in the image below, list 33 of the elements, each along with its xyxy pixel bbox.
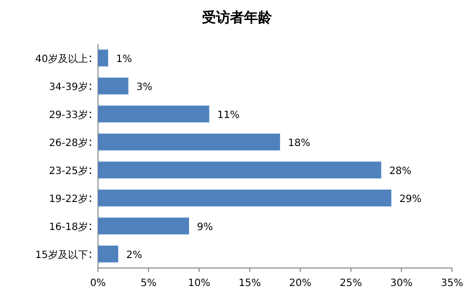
bar — [98, 246, 118, 262]
y-tick-label: 34-39岁 — [48, 81, 88, 93]
y-tick-label: 23-25岁 — [48, 165, 88, 177]
y-tick-label: 29-33岁 — [48, 109, 88, 121]
data-label: 29% — [399, 194, 422, 205]
bar — [98, 78, 128, 94]
bar — [98, 106, 210, 122]
x-tick-label: 25% — [340, 278, 362, 289]
data-label: 1% — [116, 54, 132, 65]
x-tick-label: 10% — [188, 278, 210, 289]
bar — [98, 218, 190, 234]
y-tick-label: 40岁及以上 — [35, 53, 88, 65]
data-label: 18% — [288, 138, 310, 149]
bar — [98, 50, 108, 66]
x-tick-label: 35% — [440, 278, 464, 289]
x-tick-label: 20% — [289, 278, 312, 289]
bar — [98, 162, 382, 178]
y-tick-label: 15岁及以下 — [35, 249, 88, 261]
x-tick-label: 0% — [90, 278, 106, 289]
data-label: 2% — [126, 250, 142, 261]
x-tick-label: 5% — [140, 278, 157, 289]
x-tick-label: 15% — [238, 278, 261, 289]
data-label: 3% — [136, 82, 152, 93]
x-tick-label: 30% — [390, 278, 413, 289]
bar — [98, 190, 392, 206]
y-tick-label: 16-18岁 — [48, 221, 88, 233]
bar — [98, 134, 280, 150]
data-label: 11% — [217, 110, 240, 121]
y-tick-label: 19-22岁 — [48, 193, 88, 205]
y-tick-label: 26-28岁 — [48, 137, 88, 149]
data-label: 9% — [197, 222, 213, 233]
data-label: 28% — [389, 166, 412, 177]
chart-title: 受访者年龄 — [201, 9, 273, 26]
